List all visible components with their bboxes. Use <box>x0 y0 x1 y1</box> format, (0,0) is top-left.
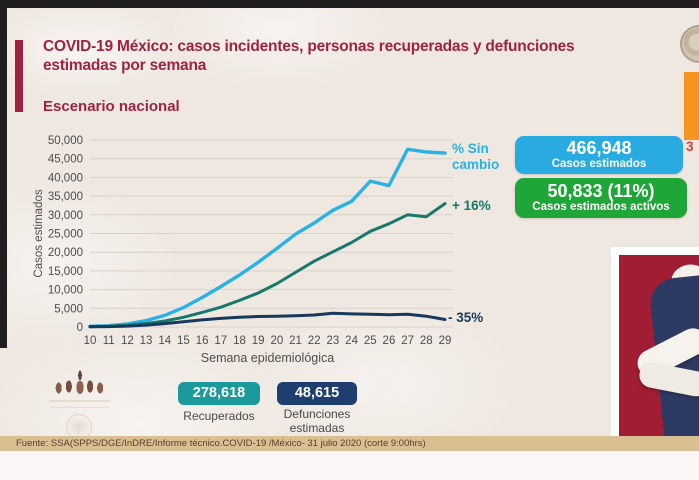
svg-text:Casos estimados: Casos estimados <box>33 189 45 277</box>
chart-canvas: 0 5,000 10,000 15,000 20,000 25,000 30,000 35,0… <box>33 135 453 365</box>
svg-text:26: 26 <box>383 335 396 347</box>
svg-text:0: 0 <box>77 322 83 334</box>
svg-text:5,000: 5,000 <box>54 303 83 315</box>
interpreter-video-feed <box>619 255 699 438</box>
page-title: COVID-19 México: casos incidentes, perso… <box>43 38 575 74</box>
active-cases-value: 50,833 (11%) <box>547 181 655 202</box>
clipped-orange-panel <box>684 72 699 140</box>
svg-text:10,000: 10,000 <box>48 285 83 297</box>
svg-text:30,000: 30,000 <box>48 210 83 222</box>
deaths-label: Defunciones estimadas <box>283 407 351 435</box>
svg-text:28: 28 <box>420 335 433 347</box>
svg-text:35,000: 35,000 <box>48 191 83 203</box>
top-black-bar <box>0 0 699 8</box>
line-chart: 0 5,000 10,000 15,000 20,000 25,000 30,000 35,0… <box>28 128 468 378</box>
svg-text:15,000: 15,000 <box>48 266 83 278</box>
svg-text:45,000: 45,000 <box>48 154 83 166</box>
svg-text:12: 12 <box>121 335 134 347</box>
svg-text:10: 10 <box>84 335 97 347</box>
source-bar: Fuente: SSA(SPPS/DGE/InDRE/Informe técni… <box>0 436 699 451</box>
svg-text:15: 15 <box>177 335 190 347</box>
gobierno-watermark-seal-icon <box>66 414 92 440</box>
annotation-no-change: % Sin cambio <box>452 141 500 172</box>
source-text: Fuente: SSA(SPPS/DGE/InDRE/Informe técni… <box>16 438 426 449</box>
svg-text:Semana epidemiológica: Semana epidemiológica <box>201 351 334 365</box>
svg-text:20,000: 20,000 <box>48 247 83 259</box>
svg-text:18: 18 <box>233 335 246 347</box>
estimated-cases-badge: 466,948 Casos estimados <box>515 136 683 174</box>
left-black-bar <box>0 0 7 348</box>
svg-text:21: 21 <box>289 335 302 347</box>
active-cases-badge: 50,833 (11%) Casos estimados activos <box>515 178 687 218</box>
page-subtitle: Escenario nacional <box>43 98 180 115</box>
svg-text:20: 20 <box>270 335 283 347</box>
svg-text:11: 11 <box>103 335 115 347</box>
svg-text:17: 17 <box>214 335 227 347</box>
annotation-recovered-pct: + 16% <box>452 198 491 213</box>
title-accent-bar <box>15 40 23 112</box>
svg-text:19: 19 <box>252 335 265 347</box>
svg-text:40,000: 40,000 <box>48 172 83 184</box>
svg-text:14: 14 <box>158 335 171 347</box>
svg-text:29: 29 <box>439 335 452 347</box>
active-cases-label: Casos estimados activos <box>532 201 670 214</box>
svg-text:24: 24 <box>345 335 358 347</box>
svg-text:16: 16 <box>196 335 209 347</box>
interpreter-video-panel <box>611 247 699 438</box>
bottom-margin <box>0 451 699 480</box>
recovered-label: Recuperados <box>183 409 255 423</box>
annotation-deaths-pct: - 35% <box>448 310 484 325</box>
svg-text:22: 22 <box>308 335 321 347</box>
mexico-eagle-seal-icon <box>680 25 699 63</box>
estimated-cases-value: 466,948 <box>566 138 632 159</box>
svg-text:23: 23 <box>326 335 339 347</box>
svg-text:27: 27 <box>401 335 414 347</box>
deaths-badge: 48,615 <box>277 382 357 405</box>
svg-text:13: 13 <box>140 335 153 347</box>
gobierno-watermark-caption <box>50 400 110 414</box>
recovered-badge: 278,618 <box>178 382 260 405</box>
svg-text:50,000: 50,000 <box>48 135 83 147</box>
svg-text:25: 25 <box>364 335 377 347</box>
estimated-cases-label: Casos estimados <box>551 158 647 171</box>
clipped-number: 3 <box>686 139 694 154</box>
gobierno-heroes-watermark <box>52 370 108 400</box>
svg-text:25,000: 25,000 <box>48 229 83 241</box>
